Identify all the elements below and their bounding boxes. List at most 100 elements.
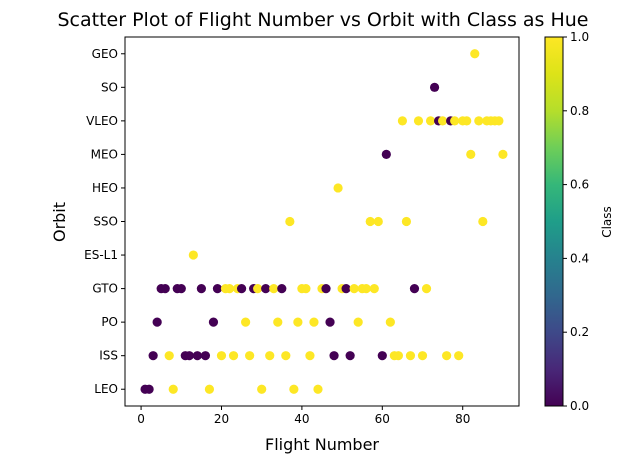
data-point xyxy=(176,283,186,294)
data-point xyxy=(216,351,227,361)
y-tick-label: SSO xyxy=(93,215,118,229)
data-point xyxy=(245,351,255,361)
data-point xyxy=(224,283,235,294)
data-point xyxy=(470,49,480,59)
x-tick-label: 60 xyxy=(375,412,390,426)
data-point xyxy=(494,116,504,126)
data-point xyxy=(241,317,251,327)
x-tick-label: 0 xyxy=(137,412,145,426)
data-point xyxy=(466,149,476,160)
data-point xyxy=(277,283,287,294)
data-point xyxy=(413,116,424,126)
y-axis: LEO ISS PO GTO ES-L1 SSO HEO MEO VLEO SO GEO xyxy=(84,47,125,396)
data-point xyxy=(188,250,198,260)
colorbar-tick-label: 0.8 xyxy=(570,104,589,118)
colorbar-tick-label: 0.2 xyxy=(570,325,589,339)
data-point xyxy=(341,283,351,294)
data-point xyxy=(168,384,178,394)
colorbar-tick-label: 0.4 xyxy=(570,251,589,265)
data-point xyxy=(438,116,448,126)
data-point xyxy=(309,317,319,327)
chart-title: Scatter Plot of Flight Number vs Orbit w… xyxy=(58,9,589,31)
data-point xyxy=(200,351,211,361)
plot-area xyxy=(140,49,508,394)
data-point xyxy=(365,216,375,227)
data-point xyxy=(204,384,215,394)
data-point xyxy=(301,283,311,294)
data-point xyxy=(421,283,432,294)
data-point xyxy=(474,116,484,126)
data-point xyxy=(160,283,170,294)
y-tick-label: LEO xyxy=(94,382,118,396)
y-tick-label: MEO xyxy=(91,147,118,161)
colorbar-axis: 0.0 0.2 0.4 0.6 0.8 1.0 xyxy=(563,30,589,413)
data-point xyxy=(253,283,263,294)
data-point xyxy=(333,183,343,193)
data-point xyxy=(478,216,488,227)
data-point xyxy=(417,351,428,361)
data-point xyxy=(429,82,440,92)
data-point xyxy=(192,351,202,361)
y-tick-label: PO xyxy=(101,315,118,329)
data-point xyxy=(462,116,472,126)
data-point xyxy=(164,351,174,361)
data-point xyxy=(345,351,355,361)
plot-frame xyxy=(124,36,520,407)
colorbar-tick-label: 0.0 xyxy=(570,399,589,413)
data-point xyxy=(148,351,158,361)
data-point xyxy=(281,351,291,361)
y-tick-label: ES-L1 xyxy=(84,248,118,262)
colorbar-tick-label: 1.0 xyxy=(570,30,589,44)
data-point xyxy=(293,317,303,327)
data-point xyxy=(265,351,275,361)
data-point xyxy=(321,283,331,294)
data-point xyxy=(152,317,162,327)
y-axis-title: Orbit xyxy=(50,202,69,242)
y-tick-label: ISS xyxy=(99,349,118,363)
data-point xyxy=(257,384,267,394)
data-point xyxy=(377,351,387,361)
data-point xyxy=(289,384,299,394)
data-point xyxy=(325,317,335,327)
y-tick-label: GEO xyxy=(92,47,118,61)
data-point xyxy=(385,317,395,327)
x-tick-label: 20 xyxy=(214,412,229,426)
data-point xyxy=(393,351,403,361)
data-point xyxy=(329,351,339,361)
data-point xyxy=(313,384,323,394)
y-tick-label: SO xyxy=(101,80,118,94)
data-point xyxy=(361,283,371,294)
data-point xyxy=(236,283,247,294)
data-point xyxy=(442,351,452,361)
data-point xyxy=(373,216,383,227)
x-axis-title: Flight Number xyxy=(265,435,379,454)
colorbar-tick-label: 0.6 xyxy=(570,178,589,192)
colorbar-title: Class xyxy=(600,206,614,238)
data-point xyxy=(261,283,271,294)
data-point xyxy=(397,116,408,126)
data-point xyxy=(381,149,391,160)
data-point xyxy=(450,116,460,126)
data-point xyxy=(369,283,379,294)
data-point xyxy=(349,283,359,294)
data-point xyxy=(498,149,508,160)
x-tick-label: 40 xyxy=(294,412,309,426)
data-point xyxy=(144,384,154,394)
y-tick-label: HEO xyxy=(92,181,118,195)
data-point xyxy=(228,351,239,361)
x-tick-label: 80 xyxy=(455,412,470,426)
data-point xyxy=(273,317,283,327)
data-point xyxy=(425,116,436,126)
data-point xyxy=(305,351,315,361)
data-point xyxy=(405,351,416,361)
data-point xyxy=(454,351,464,361)
colorbar-gradient xyxy=(544,36,564,407)
data-point xyxy=(184,351,194,361)
x-axis: 0 20 40 60 80 xyxy=(137,406,470,426)
data-point xyxy=(212,283,223,294)
colorbar: 0.0 0.2 0.4 0.6 0.8 1.0 Class xyxy=(544,30,614,413)
y-tick-label: VLEO xyxy=(86,114,118,128)
data-point xyxy=(353,317,363,327)
data-point xyxy=(401,216,412,227)
